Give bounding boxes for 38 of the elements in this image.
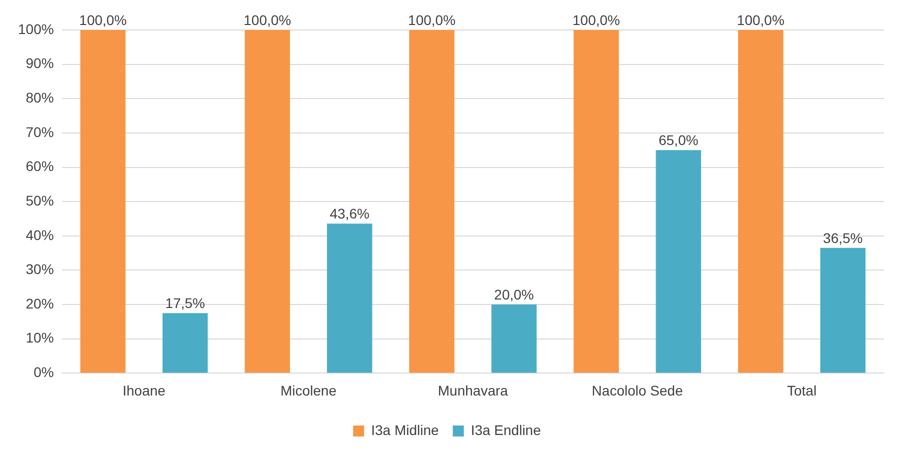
x-tick-label: Munhavara bbox=[438, 382, 508, 398]
legend-label: I3a Endline bbox=[470, 422, 542, 438]
y-tick-label: 90% bbox=[26, 55, 54, 72]
y-tick-label: 70% bbox=[26, 124, 54, 140]
data-label: 100,0% bbox=[736, 12, 784, 28]
x-tick-label: Nacololo Sede bbox=[592, 382, 684, 398]
bar bbox=[409, 30, 454, 373]
legend-label: I3a Midline bbox=[371, 422, 440, 438]
x-tick-label: Total bbox=[786, 382, 817, 398]
y-tick-label: 60% bbox=[26, 158, 54, 174]
y-tick-label: 0% bbox=[34, 364, 54, 380]
y-tick-label: 10% bbox=[26, 330, 54, 346]
data-label: 36,5% bbox=[823, 230, 863, 246]
bar bbox=[244, 30, 290, 373]
bar bbox=[574, 30, 619, 373]
data-label: 20,0% bbox=[494, 286, 534, 302]
y-tick-label: 20% bbox=[26, 295, 54, 312]
data-label: 100,0% bbox=[572, 12, 620, 28]
data-label: 17,5% bbox=[165, 295, 205, 311]
y-tick-label: 40% bbox=[26, 226, 54, 243]
data-label: 100,0% bbox=[79, 12, 127, 28]
bar bbox=[80, 30, 126, 373]
data-label: 43,6% bbox=[330, 205, 370, 222]
data-label: 100,0% bbox=[244, 12, 292, 28]
x-tick-label: Ihoane bbox=[122, 382, 166, 398]
y-tick-label: 80% bbox=[26, 90, 54, 106]
bar bbox=[656, 150, 702, 373]
y-tick-label: 30% bbox=[26, 261, 54, 278]
x-tick-label: Micolene bbox=[280, 382, 337, 398]
y-tick-label: 50% bbox=[26, 192, 54, 208]
data-label: 65,0% bbox=[658, 132, 698, 148]
bar bbox=[162, 313, 208, 373]
bar bbox=[326, 224, 372, 373]
y-tick-label: 100% bbox=[18, 20, 54, 37]
bar bbox=[738, 30, 784, 373]
bar bbox=[820, 248, 866, 373]
data-label: 100,0% bbox=[408, 12, 456, 28]
bar bbox=[491, 304, 537, 373]
